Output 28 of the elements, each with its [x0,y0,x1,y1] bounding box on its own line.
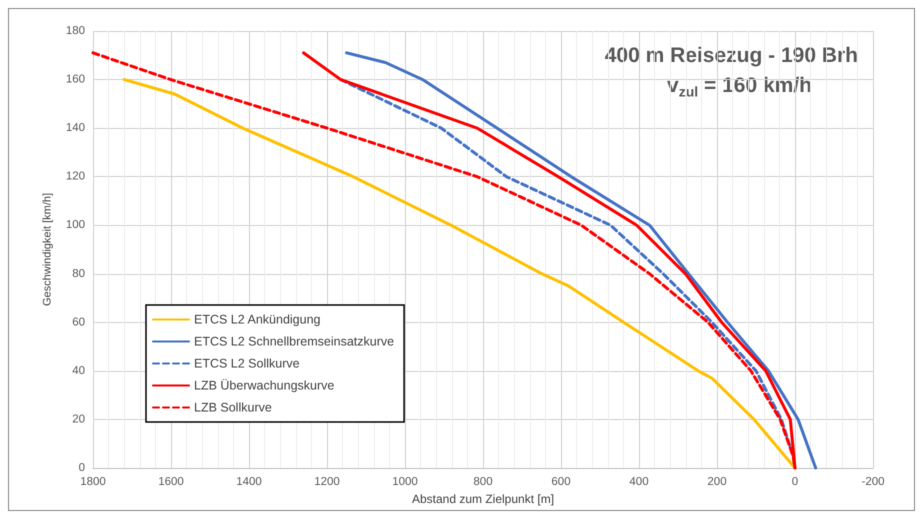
y-tick-label: 120 [66,170,85,183]
x-tick-label: 1600 [158,476,184,488]
y-tick-label: 60 [72,316,85,328]
y-tick-label: 40 [72,364,85,377]
y-axis-title: Geschwindigkeit [km/h] [42,192,54,306]
legend-label: ETCS L2 Sollkurve [194,356,300,370]
legend-label: ETCS L2 Ankündigung [194,312,321,326]
y-tick-label: 0 [78,462,85,474]
x-tick-label: 400 [629,476,649,488]
y-tick-label: 80 [72,268,85,280]
y-tick-label: 140 [66,122,85,134]
x-tick-label: 1400 [236,476,262,488]
y-tick-label: 160 [66,74,85,86]
x-tick-label: 0 [792,476,798,488]
x-tick-label: 1800 [80,476,106,488]
x-tick-label: 1200 [314,476,340,488]
legend-label: LZB Überwachungskurve [194,378,334,392]
x-axis-title: Abstand zum Zielpunkt [m] [412,492,554,506]
y-tick-label: 20 [72,413,85,426]
x-tick-label: 200 [707,476,727,488]
x-tick-label: 1000 [392,476,418,488]
x-tick-label: 800 [473,476,493,488]
legend-label: LZB Sollkurve [194,400,272,414]
y-tick-label: 180 [66,25,85,37]
x-tick-label: -200 [861,476,885,488]
x-tick-label: 600 [551,476,571,488]
y-tick-label: 100 [66,219,85,232]
legend-label: ETCS L2 Schnellbremseinsatzkurve [194,334,394,348]
